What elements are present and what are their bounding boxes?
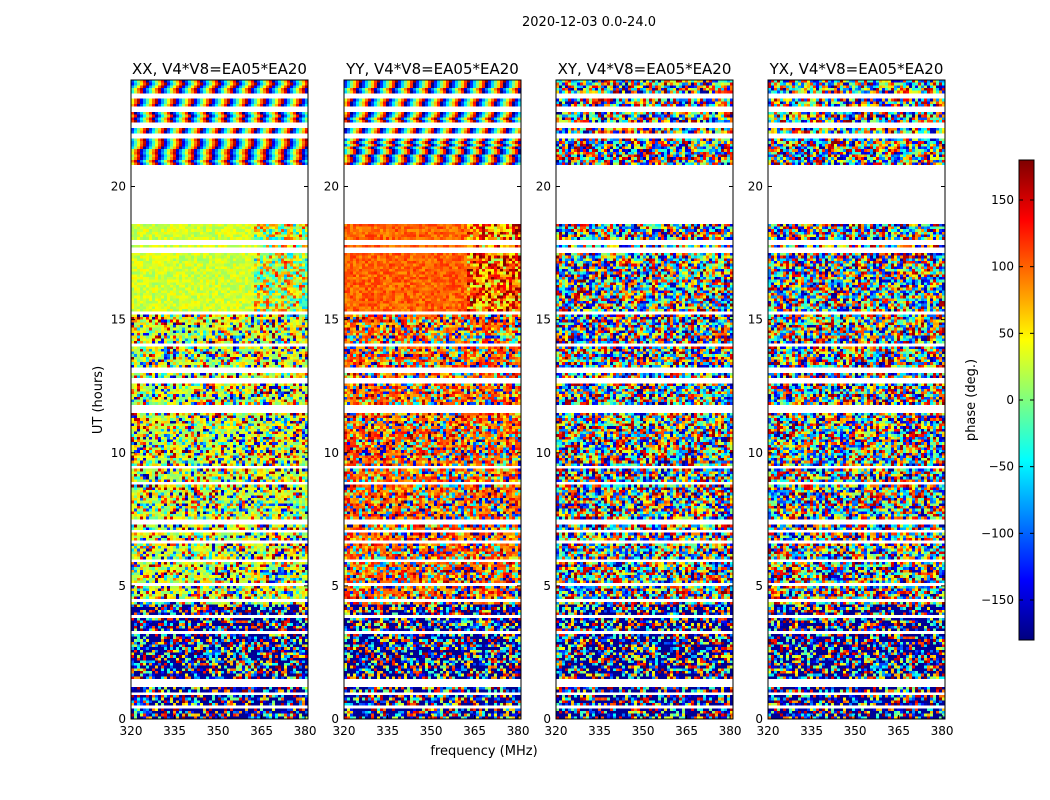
panel-yy: YY, V4*V8=EA05*EA20 320 335 350 365 380 0 5 10 15… (324, 60, 530, 738)
colorbar-tick-label: 50 (999, 326, 1014, 340)
panel-frame (130, 79, 309, 720)
x-tick-label: 365 (250, 724, 273, 738)
x-tick-label: 350 (207, 724, 230, 738)
colorbar-tick-label: −50 (989, 460, 1014, 474)
y-tick-label: 15 (536, 313, 551, 327)
waterfall-image (768, 80, 945, 719)
x-tick-label: 350 (844, 724, 867, 738)
x-tick-label: 350 (420, 724, 443, 738)
y-tick-label: 15 (324, 313, 339, 327)
x-tick-label: 335 (588, 724, 611, 738)
panels: XX, V4*V8=EA05*EA20 320 335 350 365 380 0 5 10 15… (111, 60, 954, 738)
panel-frame (555, 79, 734, 720)
waterfall-image (344, 80, 521, 719)
x-tick-label: 335 (800, 724, 823, 738)
x-tick-label: 380 (294, 724, 317, 738)
x-tick-label: 335 (376, 724, 399, 738)
colorbar-tick-label: 150 (991, 193, 1014, 207)
x-tick-label: 380 (507, 724, 530, 738)
panel-title: YX, V4*V8=EA05*EA20 (769, 60, 944, 78)
x-tick-label: 380 (719, 724, 742, 738)
y-tick-label: 5 (543, 579, 551, 593)
waterfall-image (131, 80, 308, 719)
panel-title: XX, V4*V8=EA05*EA20 (132, 60, 307, 78)
figure-suptitle: 2020-12-03 0.0-24.0 (522, 15, 656, 30)
y-tick-label: 0 (755, 712, 763, 726)
y-tick-label: 5 (755, 579, 763, 593)
y-tick-label: 0 (118, 712, 126, 726)
y-tick-label: 10 (111, 446, 126, 460)
panel-yx: YX, V4*V8=EA05*EA20 320 335 350 365 380 0 5 10 15… (748, 60, 954, 738)
panel-title: YY, V4*V8=EA05*EA20 (345, 60, 519, 78)
y-axis-label: UT (hours) (91, 366, 106, 434)
y-tick-label: 20 (324, 180, 339, 194)
panel-frame (767, 79, 946, 720)
y-tick-label: 5 (118, 579, 126, 593)
panel-title: XY, V4*V8=EA05*EA20 (558, 60, 732, 78)
x-tick-label: 335 (163, 724, 186, 738)
y-tick-label: 10 (536, 446, 551, 460)
colorbar-tick-label: −150 (981, 593, 1014, 607)
y-tick-label: 20 (536, 180, 551, 194)
panel-xx: XX, V4*V8=EA05*EA20 320 335 350 365 380 0 5 10 15… (111, 60, 317, 738)
y-tick-label: 0 (331, 712, 339, 726)
x-tick-label: 380 (931, 724, 954, 738)
y-tick-label: 10 (324, 446, 339, 460)
panel-xy: XY, V4*V8=EA05*EA20 320 335 350 365 380 0 5 10 15… (536, 60, 742, 738)
y-tick-label: 20 (111, 180, 126, 194)
x-tick-label: 320 (120, 724, 143, 738)
waterfall-image (556, 80, 733, 719)
colorbar-tick-label: 100 (991, 260, 1014, 274)
x-axis-label: frequency (MHz) (430, 744, 537, 759)
y-tick-label: 15 (748, 313, 763, 327)
y-tick-label: 20 (748, 180, 763, 194)
y-tick-label: 10 (748, 446, 763, 460)
x-tick-label: 350 (632, 724, 655, 738)
panel-frame (343, 79, 522, 720)
x-tick-label: 365 (463, 724, 486, 738)
x-tick-label: 320 (333, 724, 356, 738)
y-tick-label: 15 (111, 313, 126, 327)
y-tick-label: 0 (543, 712, 551, 726)
colorbar-label: phase (deg.) (964, 359, 979, 441)
x-tick-label: 320 (545, 724, 568, 738)
colorbar: 150 100 50 0 −50 −100 −150 phase (deg.) (964, 159, 1035, 641)
colorbar-tick-label: 0 (1006, 393, 1014, 407)
x-tick-label: 365 (887, 724, 910, 738)
x-tick-label: 320 (757, 724, 780, 738)
x-tick-label: 365 (675, 724, 698, 738)
colorbar-tick-label: −100 (981, 526, 1014, 540)
y-tick-label: 5 (331, 579, 339, 593)
